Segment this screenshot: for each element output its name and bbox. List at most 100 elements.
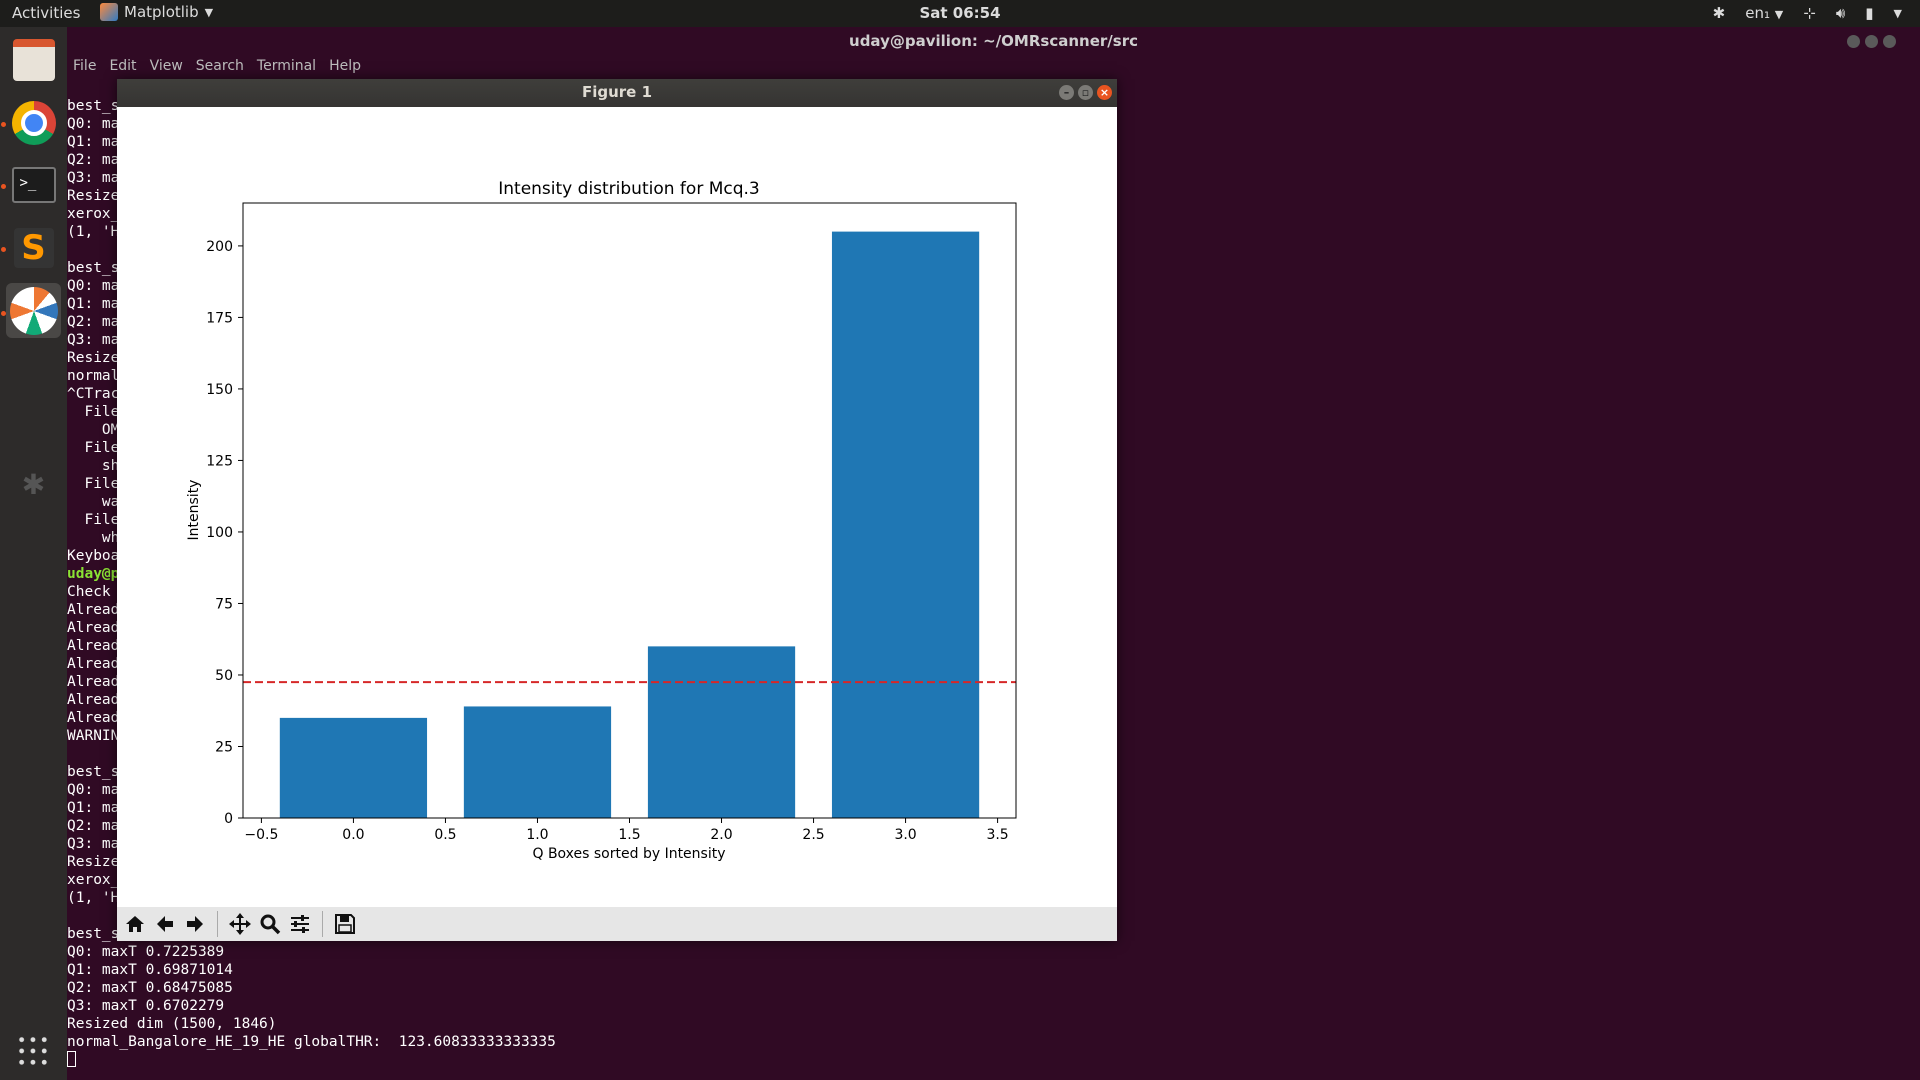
terminal-line: normal bbox=[67, 368, 120, 384]
bluetooth-icon[interactable]: ✱ bbox=[1712, 4, 1726, 22]
language-indicator[interactable]: en₁ ▼ bbox=[1745, 4, 1783, 22]
system-menu-chevron-icon[interactable]: ▼ bbox=[1893, 6, 1902, 20]
terminal-line: wh bbox=[67, 530, 120, 546]
running-indicator bbox=[1, 311, 6, 316]
terminal-line: Alread bbox=[67, 620, 120, 636]
y-tick-label: 200 bbox=[206, 239, 233, 255]
terminal-line: OM bbox=[67, 422, 120, 438]
sublime-text-icon: S bbox=[13, 227, 54, 268]
maximize-icon[interactable] bbox=[1865, 35, 1878, 48]
terminal-line: Q0: ma bbox=[67, 782, 120, 798]
terminal-line: Q3: ma bbox=[67, 836, 120, 852]
close-icon[interactable]: × bbox=[1097, 85, 1112, 100]
app-name: Matplotlib bbox=[124, 3, 199, 21]
maximize-icon[interactable]: ▫ bbox=[1078, 85, 1093, 100]
terminal-line: wa bbox=[67, 494, 120, 510]
menu-terminal[interactable]: Terminal bbox=[256, 58, 317, 74]
terminal-line: best_s bbox=[67, 926, 120, 942]
x-tick-label: 1.0 bbox=[526, 827, 548, 843]
terminal-line: Resize bbox=[67, 350, 120, 366]
terminal-line: WARNIN bbox=[67, 728, 120, 744]
x-tick-label: 0.5 bbox=[434, 827, 456, 843]
files-launcher[interactable] bbox=[6, 32, 61, 87]
terminal-line: Alread bbox=[67, 638, 120, 654]
chart-title: Intensity distribution for Mcq.3 bbox=[498, 179, 759, 199]
close-icon[interactable] bbox=[1883, 35, 1896, 48]
terminal-line: File bbox=[67, 404, 120, 420]
terminal-launcher[interactable]: >_ bbox=[6, 157, 61, 212]
show-applications-icon[interactable] bbox=[16, 1034, 50, 1068]
terminal-line: Check bbox=[67, 584, 111, 600]
terminal-line: File bbox=[67, 512, 120, 528]
bar-chart[interactable]: Intensity distribution for Mcq.3 −0.5 0.0… bbox=[117, 107, 1117, 907]
network-icon[interactable]: ⊹ bbox=[1803, 4, 1816, 22]
terminal-icon: >_ bbox=[11, 166, 56, 203]
minimize-icon[interactable]: – bbox=[1059, 85, 1074, 100]
x-tick-label: 2.0 bbox=[710, 827, 732, 843]
y-axis-label: Intensity bbox=[186, 480, 202, 541]
terminal-line: Q1: ma bbox=[67, 296, 120, 312]
terminal-line: Alread bbox=[67, 674, 120, 690]
pan-icon[interactable] bbox=[226, 910, 254, 938]
terminal-prompt[interactable] bbox=[67, 1051, 556, 1069]
language-label: en₁ bbox=[1745, 4, 1770, 22]
matplotlib-launcher[interactable] bbox=[6, 283, 61, 338]
y-tick-label: 0 bbox=[224, 811, 233, 827]
home-icon[interactable] bbox=[121, 910, 149, 938]
terminal-line: (1, 'H bbox=[67, 224, 120, 240]
system-tray[interactable]: ✱ en₁ ▼ ⊹ 🔊︎ ▮ ▼ bbox=[1713, 4, 1902, 22]
matplotlib-icon bbox=[9, 286, 58, 335]
menu-help[interactable]: Help bbox=[329, 58, 361, 74]
x-tick-label: 3.0 bbox=[894, 827, 916, 843]
terminal-line: best_s bbox=[67, 98, 120, 114]
running-indicator bbox=[1, 184, 6, 189]
save-icon[interactable] bbox=[331, 910, 359, 938]
zoom-icon[interactable] bbox=[256, 910, 284, 938]
y-tick-label: 150 bbox=[206, 382, 233, 398]
battery-icon[interactable]: ▮ bbox=[1865, 4, 1874, 22]
terminal-line: Q1: ma bbox=[67, 800, 120, 816]
menu-search[interactable]: Search bbox=[195, 58, 244, 74]
figure-window[interactable]: Figure 1 – ▫ × Intensity distribution fo… bbox=[117, 79, 1117, 941]
terminal-line: xerox_ bbox=[67, 206, 120, 222]
terminal-line: ^CTrac bbox=[67, 386, 120, 402]
bar-1 bbox=[463, 706, 612, 818]
volume-icon[interactable]: 🔊︎ bbox=[1835, 4, 1846, 22]
menu-view[interactable]: View bbox=[149, 58, 183, 74]
toolbar-separator bbox=[322, 911, 323, 937]
terminal-line: sh bbox=[67, 458, 120, 474]
y-tick-label: 125 bbox=[206, 453, 233, 469]
y-tick-label: 175 bbox=[206, 310, 233, 326]
x-tick-label: 2.5 bbox=[802, 827, 824, 843]
figure-toolbar bbox=[117, 907, 1117, 941]
figure-titlebar[interactable]: Figure 1 – ▫ × bbox=[117, 79, 1117, 107]
sublime-launcher[interactable]: S bbox=[6, 220, 61, 275]
x-tick-label: 1.5 bbox=[618, 827, 640, 843]
forward-icon[interactable] bbox=[181, 910, 209, 938]
terminal-line: Alread bbox=[67, 710, 120, 726]
app-menu[interactable]: Matplotlib ▼ bbox=[100, 3, 213, 21]
terminal-line: Q2: ma bbox=[67, 314, 120, 330]
menu-file[interactable]: File bbox=[73, 58, 97, 74]
chrome-launcher[interactable] bbox=[6, 95, 61, 150]
running-indicator bbox=[1, 122, 6, 127]
minimize-icon[interactable] bbox=[1847, 35, 1860, 48]
terminal-output[interactable]: best_s Q0: ma Q1: ma Q2: ma Q3: ma Resize xero… bbox=[67, 97, 556, 1069]
terminal-line: Alread bbox=[67, 602, 120, 618]
x-axis-label: Q Boxes sorted by Intensity bbox=[532, 846, 725, 862]
activities-button[interactable]: Activities bbox=[12, 4, 81, 22]
clock[interactable]: Sat 06:54 bbox=[919, 4, 1001, 22]
terminal-line: Q0: ma bbox=[67, 278, 120, 294]
unknown-launcher[interactable]: ✱ bbox=[6, 457, 61, 512]
files-icon bbox=[12, 38, 55, 81]
bar-0 bbox=[279, 717, 428, 818]
y-tick-label: 75 bbox=[215, 596, 233, 612]
terminal-line: Q2: ma bbox=[67, 818, 120, 834]
terminal-line: Q1: maxT 0.69871014 bbox=[67, 962, 233, 978]
launcher-dock: >_ S ✱ bbox=[0, 27, 67, 1080]
back-icon[interactable] bbox=[151, 910, 179, 938]
star-icon: ✱ bbox=[21, 468, 46, 501]
bar-3 bbox=[831, 231, 980, 819]
configure-icon[interactable] bbox=[286, 910, 314, 938]
menu-edit[interactable]: Edit bbox=[109, 58, 137, 74]
